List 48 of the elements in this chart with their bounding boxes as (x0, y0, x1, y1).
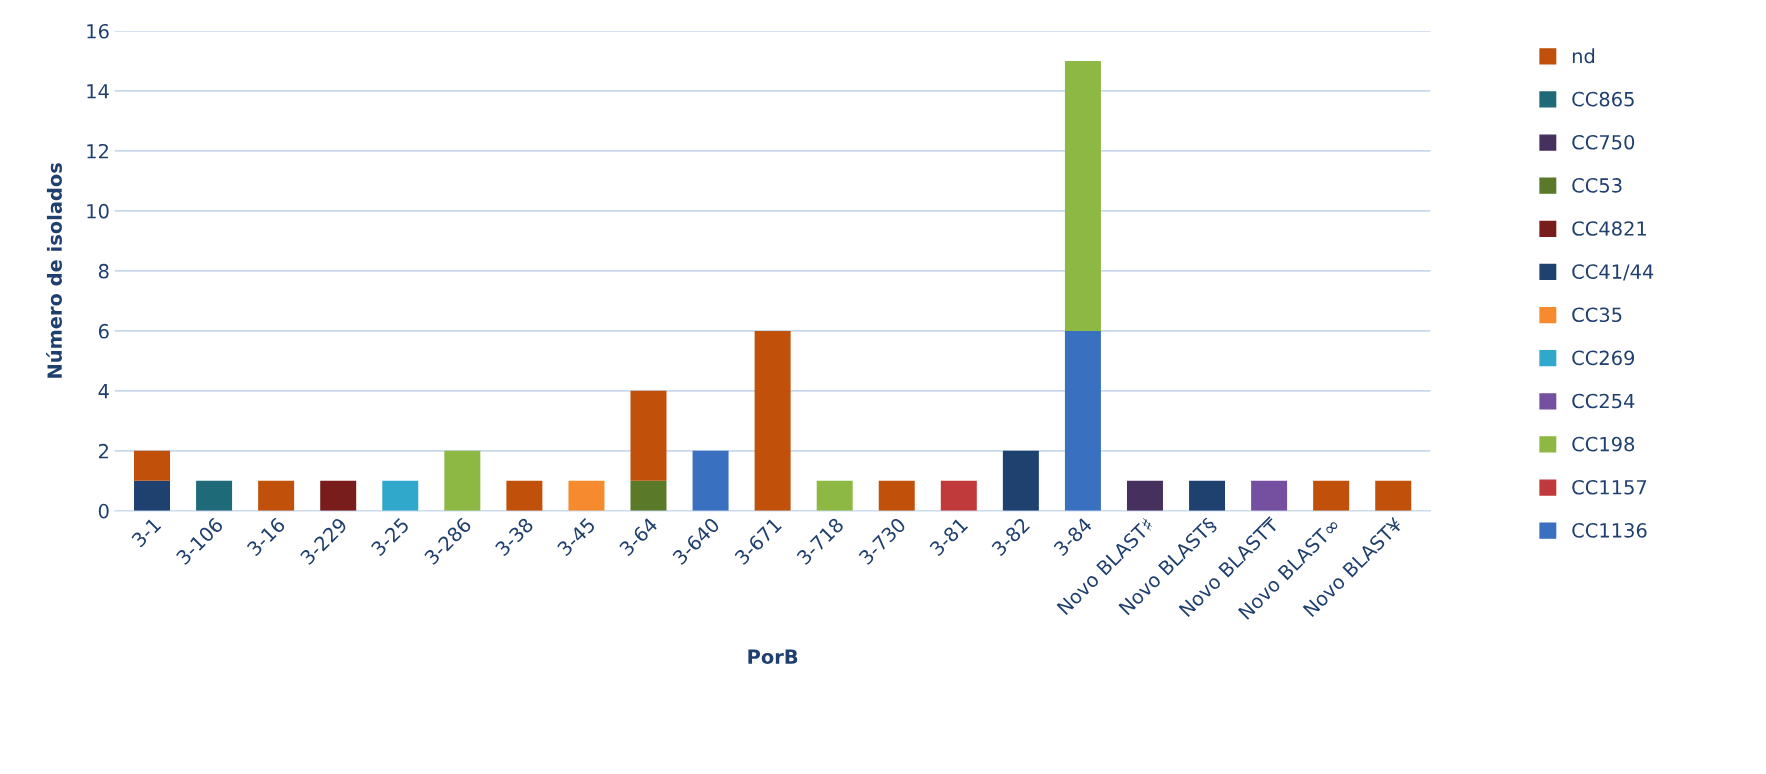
legend-label: CC4821 (1572, 221, 1647, 236)
y-tick-label: 10 (87, 203, 109, 219)
bar (258, 480, 295, 511)
bar (1064, 330, 1101, 511)
bar (196, 480, 233, 511)
legend-label: CC35 (1572, 307, 1622, 323)
y-tick-label: 12 (87, 143, 108, 159)
bar (134, 480, 171, 511)
bar (506, 480, 543, 511)
bar (320, 480, 357, 511)
bar (1313, 480, 1350, 511)
legend-label: CC254 (1572, 393, 1635, 409)
bar (692, 450, 729, 511)
bar (816, 480, 853, 511)
y-axis-title: Número de isolados (46, 163, 62, 378)
bar (1126, 480, 1163, 511)
y-tick-label: 0 (98, 503, 109, 519)
bar (940, 480, 977, 511)
bar (754, 330, 791, 511)
legend-label: CC53 (1572, 178, 1622, 193)
legend-label: CC865 (1572, 91, 1634, 107)
y-tick-label: 8 (98, 263, 109, 279)
bar (1002, 450, 1039, 511)
legend-label: CC269 (1572, 350, 1635, 366)
x-axis-title: PorB (748, 649, 798, 665)
legend-label: CC1157 (1572, 479, 1647, 495)
y-tick-label: 14 (87, 84, 109, 99)
bar (630, 390, 667, 481)
y-tick-label: 16 (87, 23, 109, 39)
y-tick-label: 4 (98, 384, 109, 399)
bar (878, 480, 915, 511)
y-tick-label: 2 (98, 443, 108, 459)
bar (568, 480, 605, 511)
bar (134, 450, 171, 481)
bar (1189, 480, 1226, 511)
bar (382, 480, 419, 511)
legend-label: CC750 (1572, 134, 1635, 150)
legend-label: CC1136 (1572, 523, 1647, 538)
bar (1064, 60, 1101, 331)
legend-label: nd (1572, 48, 1595, 64)
legend-label: CC41/44 (1572, 264, 1654, 281)
bar (1375, 480, 1412, 511)
x-tick-label: 3-1 (130, 517, 162, 548)
bar (630, 480, 667, 511)
legend-label: CC198 (1572, 436, 1635, 452)
bar (1251, 480, 1288, 511)
y-tick-label: 6 (98, 323, 109, 339)
bar (444, 450, 481, 511)
